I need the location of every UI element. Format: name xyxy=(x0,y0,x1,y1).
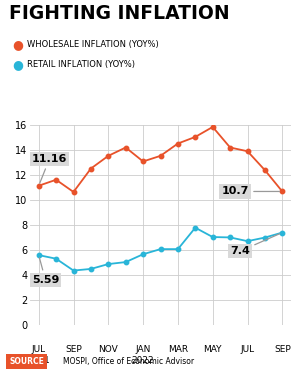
Text: FIGHTING INFLATION: FIGHTING INFLATION xyxy=(9,4,230,23)
Text: JUL: JUL xyxy=(240,345,255,354)
Text: NOV: NOV xyxy=(98,345,118,354)
Text: 2022: 2022 xyxy=(132,356,154,365)
Text: 5.59: 5.59 xyxy=(32,258,59,285)
Text: 7.4: 7.4 xyxy=(230,234,280,256)
Text: JAN: JAN xyxy=(135,345,151,354)
Text: SEP: SEP xyxy=(274,345,291,354)
Text: MOSPI, Office of Economic Advisor: MOSPI, Office of Economic Advisor xyxy=(63,357,194,366)
Text: 10.7: 10.7 xyxy=(221,186,280,196)
Text: ●: ● xyxy=(12,38,23,51)
Text: MAR: MAR xyxy=(168,345,188,354)
Text: RETAIL INFLATION (YOY%): RETAIL INFLATION (YOY%) xyxy=(27,60,135,69)
Text: 11.16: 11.16 xyxy=(32,154,67,183)
Text: 2021: 2021 xyxy=(27,356,50,365)
Text: JUL: JUL xyxy=(32,345,46,354)
Text: ●: ● xyxy=(12,58,23,71)
Text: SOURCE: SOURCE xyxy=(9,357,44,366)
Text: SEP: SEP xyxy=(65,345,82,354)
Text: MAY: MAY xyxy=(203,345,222,354)
Text: WHOLESALE INFLATION (YOY%): WHOLESALE INFLATION (YOY%) xyxy=(27,40,159,49)
